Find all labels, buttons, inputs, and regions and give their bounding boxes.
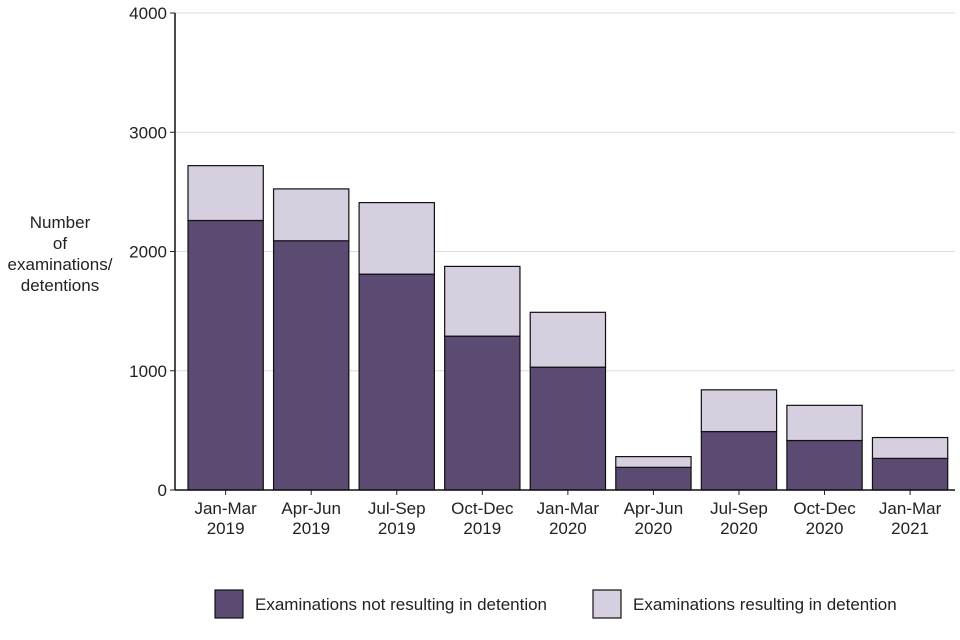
y-axis-label: Number xyxy=(30,213,91,232)
bar-segment-detained xyxy=(700,389,778,433)
bar-segment-not-detained xyxy=(615,466,692,491)
bar-segment-not-detained xyxy=(444,335,521,491)
bar-segment-detained xyxy=(358,202,436,275)
x-tick-label: 2020 xyxy=(635,519,673,538)
bar-segment-not-detained xyxy=(871,457,949,491)
x-tick-label: 2019 xyxy=(292,519,330,538)
x-tick-label: Jan-Mar xyxy=(879,499,942,518)
bar-segment-detained xyxy=(786,404,863,442)
x-tick-label: 2019 xyxy=(378,519,416,538)
bar-segment-detained xyxy=(529,311,607,368)
bar-segment-detained xyxy=(871,436,949,459)
x-tick-label: Jul-Sep xyxy=(710,499,768,518)
legend-label: Examinations resulting in detention xyxy=(633,595,897,614)
x-tick-label: 2019 xyxy=(207,519,245,538)
bar-segment-detained xyxy=(615,456,692,468)
bar-segment-not-detained xyxy=(529,366,607,491)
y-tick-label: 3000 xyxy=(129,123,167,142)
y-tick-label: 0 xyxy=(158,481,167,500)
x-tick-label: Jan-Mar xyxy=(537,499,600,518)
x-tick-label: Apr-Jun xyxy=(281,499,341,518)
bar-segment-not-detained xyxy=(786,439,863,491)
legend-swatch xyxy=(214,589,244,619)
x-tick-label: Oct-Dec xyxy=(451,499,514,518)
bar-segment-not-detained xyxy=(358,273,436,491)
bar-segment-not-detained xyxy=(700,430,778,491)
bar-segment-detained xyxy=(187,165,264,222)
bar-segment-not-detained xyxy=(187,219,264,491)
legend-label: Examinations not resulting in detention xyxy=(255,595,547,614)
y-axis-label: detentions xyxy=(21,276,99,295)
x-tick-label: Apr-Jun xyxy=(624,499,684,518)
x-tick-label: Jan-Mar xyxy=(194,499,257,518)
x-tick-label: 2020 xyxy=(549,519,587,538)
x-tick-label: 2020 xyxy=(806,519,844,538)
bar-segment-detained xyxy=(444,265,521,337)
y-tick-label: 4000 xyxy=(129,4,167,23)
x-tick-label: Oct-Dec xyxy=(793,499,856,518)
legend-swatch xyxy=(592,589,622,619)
bar-segment-detained xyxy=(272,188,350,242)
x-tick-label: Jul-Sep xyxy=(368,499,426,518)
x-tick-label: 2019 xyxy=(463,519,501,538)
y-axis-label: of xyxy=(53,234,67,253)
x-tick-label: 2020 xyxy=(720,519,758,538)
bar-segment-not-detained xyxy=(272,240,350,491)
y-axis-label: examinations/ xyxy=(8,255,113,274)
y-tick-label: 1000 xyxy=(129,362,167,381)
x-tick-label: 2021 xyxy=(891,519,929,538)
y-tick-label: 2000 xyxy=(129,243,167,262)
